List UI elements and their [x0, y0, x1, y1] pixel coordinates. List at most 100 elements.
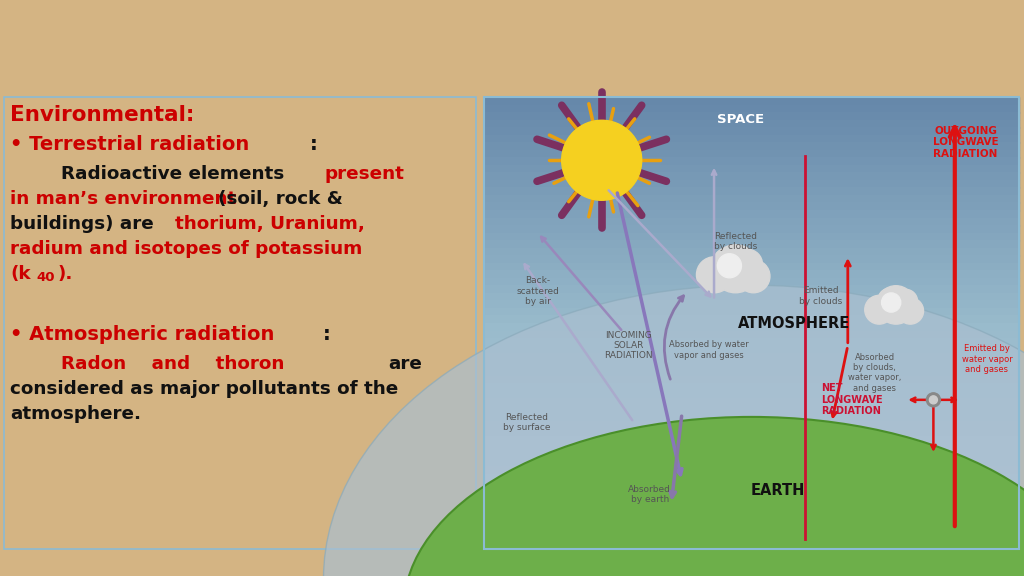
Bar	[484, 338, 1019, 346]
Bar	[484, 421, 1019, 429]
Bar	[484, 104, 1019, 112]
Text: radium and isotopes of potassium: radium and isotopes of potassium	[10, 240, 362, 258]
Bar	[484, 233, 1019, 241]
Text: SPACE: SPACE	[717, 113, 764, 126]
Circle shape	[713, 248, 743, 278]
Bar	[484, 308, 1019, 316]
Bar	[484, 436, 1019, 444]
Bar	[484, 353, 1019, 361]
Bar	[484, 519, 1019, 527]
Text: Emitted
by clouds: Emitted by clouds	[800, 286, 843, 306]
Text: are: are	[388, 355, 422, 373]
Bar	[484, 451, 1019, 459]
Circle shape	[897, 298, 924, 324]
Circle shape	[864, 295, 894, 324]
Bar	[484, 511, 1019, 520]
Text: considered as major pollutants of the: considered as major pollutants of the	[10, 380, 398, 398]
Bar	[484, 323, 1019, 331]
Bar	[484, 180, 1019, 188]
Bar	[484, 127, 1019, 135]
Bar	[484, 444, 1019, 452]
Bar	[484, 504, 1019, 512]
Circle shape	[737, 260, 770, 293]
Text: (soil, rock &: (soil, rock &	[218, 190, 343, 208]
Bar	[484, 165, 1019, 173]
Bar	[484, 526, 1019, 535]
Text: NET
LONGWAVE
RADIATION: NET LONGWAVE RADIATION	[821, 383, 883, 416]
Text: Absorbed by water
vapor and gases: Absorbed by water vapor and gases	[669, 340, 749, 360]
Bar	[484, 97, 1019, 549]
Bar	[484, 399, 1019, 406]
Bar	[484, 285, 1019, 293]
Circle shape	[878, 288, 902, 312]
Bar	[484, 270, 1019, 278]
Bar	[484, 195, 1019, 203]
Bar	[484, 120, 1019, 128]
Bar	[484, 255, 1019, 263]
Bar	[484, 383, 1019, 391]
Bar	[484, 414, 1019, 422]
Bar	[484, 368, 1019, 376]
Bar	[484, 97, 1019, 105]
Text: Back-
scattered
by air: Back- scattered by air	[516, 276, 559, 306]
Text: Radioactive elements: Radioactive elements	[10, 165, 291, 183]
Bar	[484, 331, 1019, 339]
Text: • Terrestrial radiation: • Terrestrial radiation	[10, 135, 249, 154]
Text: Radon    and    thoron: Radon and thoron	[10, 355, 310, 373]
Text: ATMOSPHERE: ATMOSPHERE	[738, 316, 850, 331]
Text: Reflected
by surface: Reflected by surface	[503, 413, 551, 432]
Bar	[484, 218, 1019, 226]
Bar	[484, 263, 1019, 271]
Bar	[484, 225, 1019, 233]
Bar	[4, 97, 476, 549]
Ellipse shape	[324, 285, 1024, 576]
Circle shape	[882, 293, 901, 312]
Text: INCOMING
SOLAR
RADIATION: INCOMING SOLAR RADIATION	[604, 331, 652, 361]
Text: 40: 40	[36, 271, 54, 284]
Circle shape	[930, 396, 937, 404]
Text: buildings) are: buildings) are	[10, 215, 160, 233]
Bar	[484, 142, 1019, 150]
Bar	[484, 429, 1019, 437]
Bar	[484, 376, 1019, 384]
Text: atmosphere.: atmosphere.	[10, 405, 141, 423]
Text: EARTH: EARTH	[751, 483, 806, 498]
Bar	[484, 346, 1019, 354]
Bar	[484, 240, 1019, 248]
Bar	[484, 248, 1019, 256]
Bar	[484, 534, 1019, 542]
Bar	[484, 150, 1019, 158]
Bar	[484, 278, 1019, 286]
Text: Absorbed
by clouds,
water vapor,
and gases: Absorbed by clouds, water vapor, and gas…	[848, 353, 901, 393]
Bar	[484, 187, 1019, 195]
Text: Reflected
by clouds: Reflected by clouds	[714, 232, 757, 251]
Ellipse shape	[403, 417, 1024, 576]
Circle shape	[718, 254, 741, 278]
Bar	[484, 481, 1019, 489]
Text: • Atmospheric radiation: • Atmospheric radiation	[10, 325, 274, 344]
Text: ).: ).	[58, 265, 74, 283]
Bar	[484, 112, 1019, 120]
Bar	[484, 172, 1019, 180]
Text: :: :	[310, 135, 317, 154]
Bar	[484, 458, 1019, 467]
Bar	[484, 135, 1019, 143]
Text: Absorbed
by earth: Absorbed by earth	[629, 485, 672, 505]
Text: thorium, Uranium,: thorium, Uranium,	[175, 215, 365, 233]
Bar	[484, 406, 1019, 414]
Text: Emitted by
water vapor
and gases: Emitted by water vapor and gases	[962, 344, 1013, 374]
Bar	[484, 391, 1019, 399]
Bar	[484, 541, 1019, 550]
Text: (k: (k	[10, 265, 31, 283]
Circle shape	[894, 289, 918, 313]
Text: Environmental:: Environmental:	[10, 105, 195, 125]
Circle shape	[877, 286, 915, 324]
Circle shape	[927, 393, 940, 407]
Bar	[484, 361, 1019, 369]
Bar	[484, 466, 1019, 474]
Text: :: :	[323, 325, 331, 344]
Circle shape	[712, 245, 760, 293]
Circle shape	[696, 257, 732, 293]
Text: present: present	[325, 165, 404, 183]
Bar	[484, 157, 1019, 165]
